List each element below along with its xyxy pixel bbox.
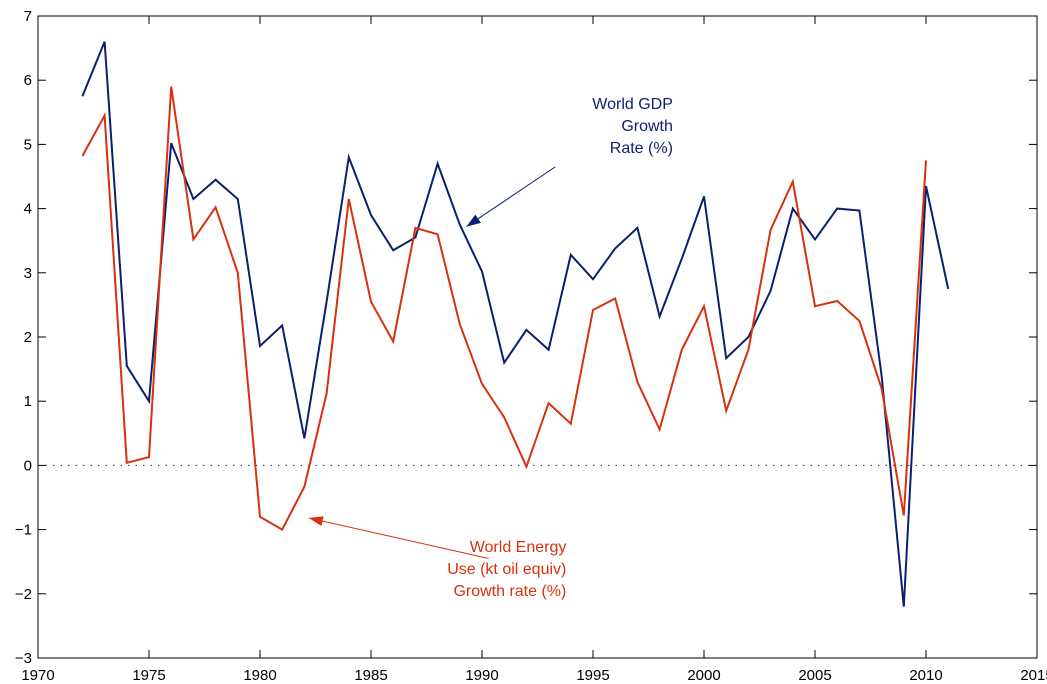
y-tick-label: −3 xyxy=(15,650,32,667)
y-tick-label: 1 xyxy=(24,393,32,410)
y-tick-label: 5 xyxy=(24,136,32,153)
y-tick-label: 4 xyxy=(24,201,32,218)
x-tick-label: 1990 xyxy=(465,667,498,684)
y-tick-label: 7 xyxy=(24,8,32,25)
x-tick-label: 1995 xyxy=(576,667,609,684)
annotation-arrow-line xyxy=(466,166,556,227)
series-label-line: World GDP xyxy=(592,96,673,113)
x-tick-label: 2005 xyxy=(798,667,831,684)
series-line-1 xyxy=(81,86,927,531)
x-tick-label: 2000 xyxy=(687,667,720,684)
y-tick-label: −1 xyxy=(15,522,32,539)
annotation-arrow-line xyxy=(308,517,489,559)
series-label-line: Use (kt oil equiv) xyxy=(447,561,566,578)
x-tick-label: 2010 xyxy=(909,667,942,684)
x-tick-label: 2015 xyxy=(1020,667,1047,684)
plot-area: 1970197519801985199019952000200520102015… xyxy=(15,8,1047,684)
x-tick-label: 1985 xyxy=(354,667,387,684)
x-tick-label: 1980 xyxy=(243,667,276,684)
series-line-0 xyxy=(81,41,950,607)
annotation-arrow-head xyxy=(308,516,324,526)
y-tick-label: 2 xyxy=(24,329,32,346)
series-label-line: Rate (%) xyxy=(610,140,673,157)
annotation-arrow-head xyxy=(466,214,481,227)
series-label-line: World Energy xyxy=(470,539,567,556)
series-label-line: Growth rate (%) xyxy=(453,583,566,600)
x-tick-label: 1975 xyxy=(132,667,165,684)
y-tick-label: 0 xyxy=(24,457,32,474)
y-tick-label: 3 xyxy=(24,265,32,282)
x-tick-label: 1970 xyxy=(21,667,54,684)
series-label-line: Growth xyxy=(621,118,673,135)
y-tick-label: −2 xyxy=(15,586,32,603)
y-tick-label: 6 xyxy=(24,72,32,89)
